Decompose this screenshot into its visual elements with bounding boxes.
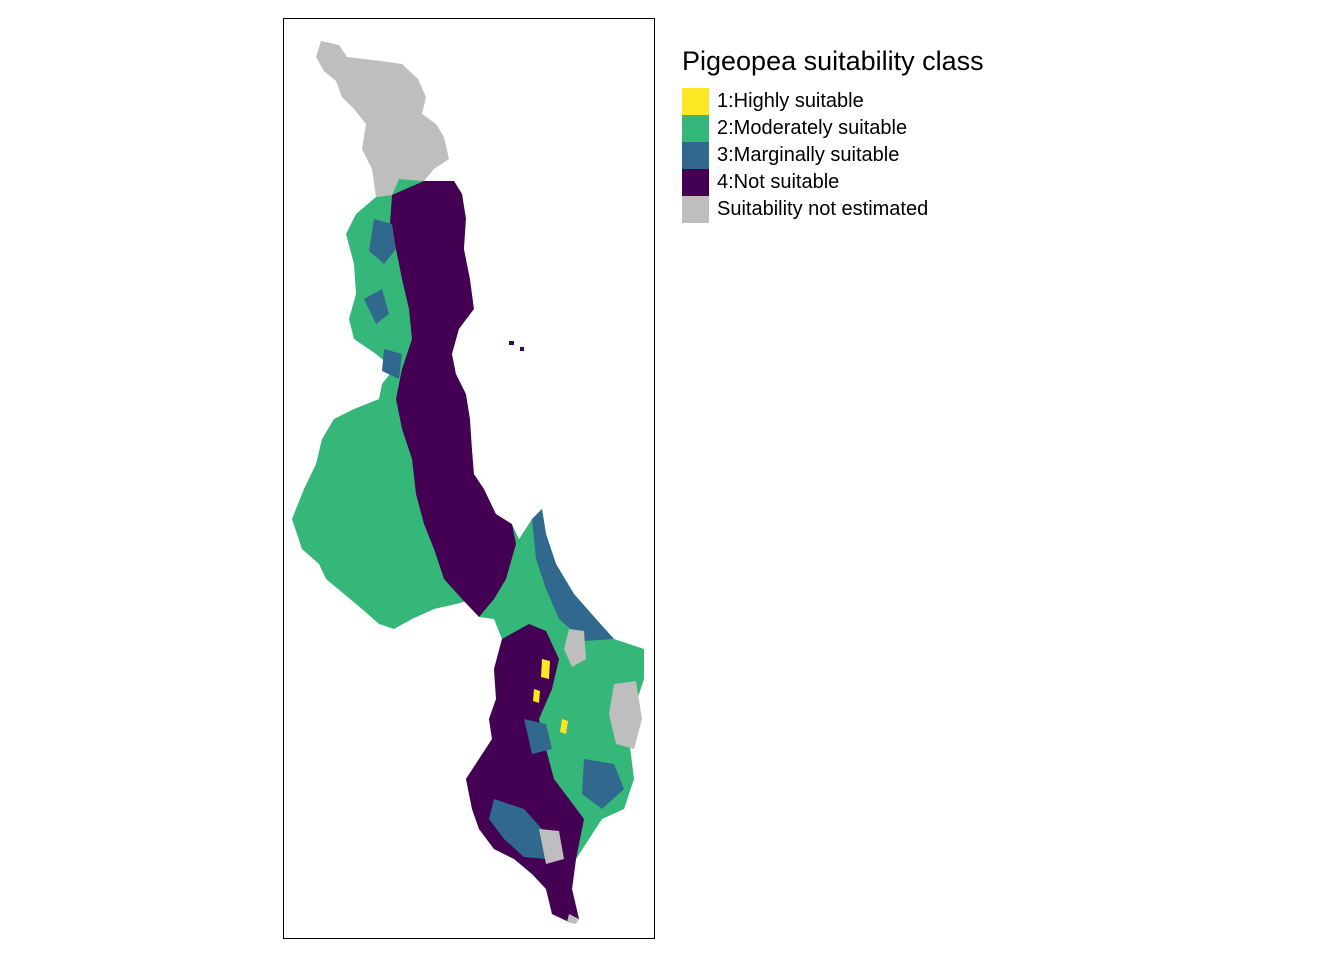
legend-label: 3:Marginally suitable: [717, 144, 900, 166]
legend-label: Suitability not estimated: [717, 198, 929, 220]
lake-islands: [509, 341, 524, 351]
legend-item-not-suitable: 4:Not suitable: [682, 169, 984, 196]
lake-malawi: [452, 199, 534, 539]
region-eastern-strip: [532, 509, 614, 641]
suitability-map: [292, 41, 644, 924]
region-marginally-suitable-south: [489, 719, 624, 859]
region-not-estimated-north: [316, 41, 449, 197]
legend-item-marginally-suitable: 3:Marginally suitable: [682, 142, 984, 169]
legend-swatch: [682, 196, 709, 223]
legend: Pigeopea suitability class 1:Highly suit…: [682, 44, 984, 223]
legend-item-moderately-suitable: 2:Moderately suitable: [682, 115, 984, 142]
legend-label: 4:Not suitable: [717, 171, 840, 193]
map-panel: [283, 18, 655, 939]
legend-swatch: [682, 115, 709, 142]
legend-label: 2:Moderately suitable: [717, 117, 908, 139]
region-not-estimated-south: [539, 629, 642, 924]
legend-label: 1:Highly suitable: [717, 90, 864, 112]
region-highly-suitable: [533, 659, 568, 734]
legend-item-highly-suitable: 1:Highly suitable: [682, 88, 984, 115]
region-marginally-suitable-north: [364, 219, 402, 379]
legend-swatch: [682, 142, 709, 169]
region-not-suitable-north: [390, 181, 516, 617]
legend-swatch: [682, 88, 709, 115]
legend-title: Pigeopea suitability class: [682, 46, 984, 76]
legend-swatch: [682, 169, 709, 196]
legend-item-not-estimated: Suitability not estimated: [682, 196, 984, 223]
